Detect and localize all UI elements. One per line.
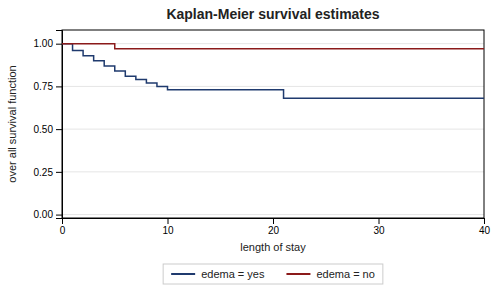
series-line <box>62 44 484 49</box>
y-tick-label: 0.00 <box>34 209 54 220</box>
x-tick: 30 <box>373 218 385 236</box>
y-tick-mark <box>56 129 62 130</box>
grid-line <box>62 86 484 87</box>
x-tick: 40 <box>479 218 491 236</box>
x-tick-mark <box>379 218 380 224</box>
series-group <box>62 44 484 99</box>
x-tick: 0 <box>60 218 66 236</box>
legend-swatch <box>171 273 195 275</box>
x-tick-label: 40 <box>479 225 491 236</box>
y-tick-label: 0.50 <box>34 124 54 135</box>
legend-item: edema = no <box>286 268 374 280</box>
y-axis-line <box>56 31 63 219</box>
y-tick-mark <box>56 172 62 173</box>
y-axis: 0.00 0.25 0.50 0.75 1.00 <box>34 31 63 221</box>
series-line <box>62 44 484 99</box>
x-tick-label: 0 <box>60 225 66 236</box>
y-tick: 0.75 <box>34 81 62 92</box>
x-tick-mark <box>168 218 169 224</box>
plot: 0 10 20 30 40 0.00 0.25 0.50 0.75 1.00 <box>34 30 491 236</box>
title: Kaplan-Meier survival estimates <box>166 6 379 22</box>
y-tick: 0.50 <box>34 124 62 135</box>
y-tick-mark <box>56 86 62 87</box>
y-tick-mark <box>56 44 62 45</box>
x-axis-line <box>63 219 485 225</box>
x-tick-mark <box>273 218 274 224</box>
legend-swatch <box>286 273 310 275</box>
grid-line <box>62 214 484 215</box>
grid-line <box>62 129 484 130</box>
plot-frame <box>62 30 484 218</box>
legend: edema = yes edema = no <box>163 264 383 284</box>
y-tick-label: 0.75 <box>34 81 54 92</box>
y-tick: 1.00 <box>34 38 62 49</box>
grid-line <box>62 171 484 172</box>
x-tick-mark <box>484 218 485 224</box>
grid <box>62 44 484 215</box>
y-tick-label: 1.00 <box>34 38 54 49</box>
legend-box <box>163 264 383 284</box>
x-axis-title: length of stay <box>240 241 306 253</box>
y-tick-label: 0.25 <box>34 167 54 178</box>
y-tick-mark <box>56 215 62 216</box>
x-tick: 10 <box>162 218 174 236</box>
legend-label: edema = no <box>316 268 374 280</box>
x-tick: 20 <box>268 218 280 236</box>
y-tick: 0.00 <box>34 209 62 220</box>
x-tick-label: 20 <box>268 225 280 236</box>
legend-item: edema = yes <box>171 268 265 280</box>
legend-label: edema = yes <box>201 268 265 280</box>
grid-line <box>62 43 484 44</box>
y-tick: 0.25 <box>34 167 62 178</box>
x-axis: 0 10 20 30 40 <box>60 218 491 236</box>
chart: 0 10 20 30 40 0.00 0.25 0.50 0.75 1.00 Kaplan-Meie… <box>0 0 500 292</box>
x-tick-label: 10 <box>162 225 174 236</box>
x-tick-label: 30 <box>373 225 385 236</box>
y-axis-title: over all survival function <box>6 65 18 182</box>
